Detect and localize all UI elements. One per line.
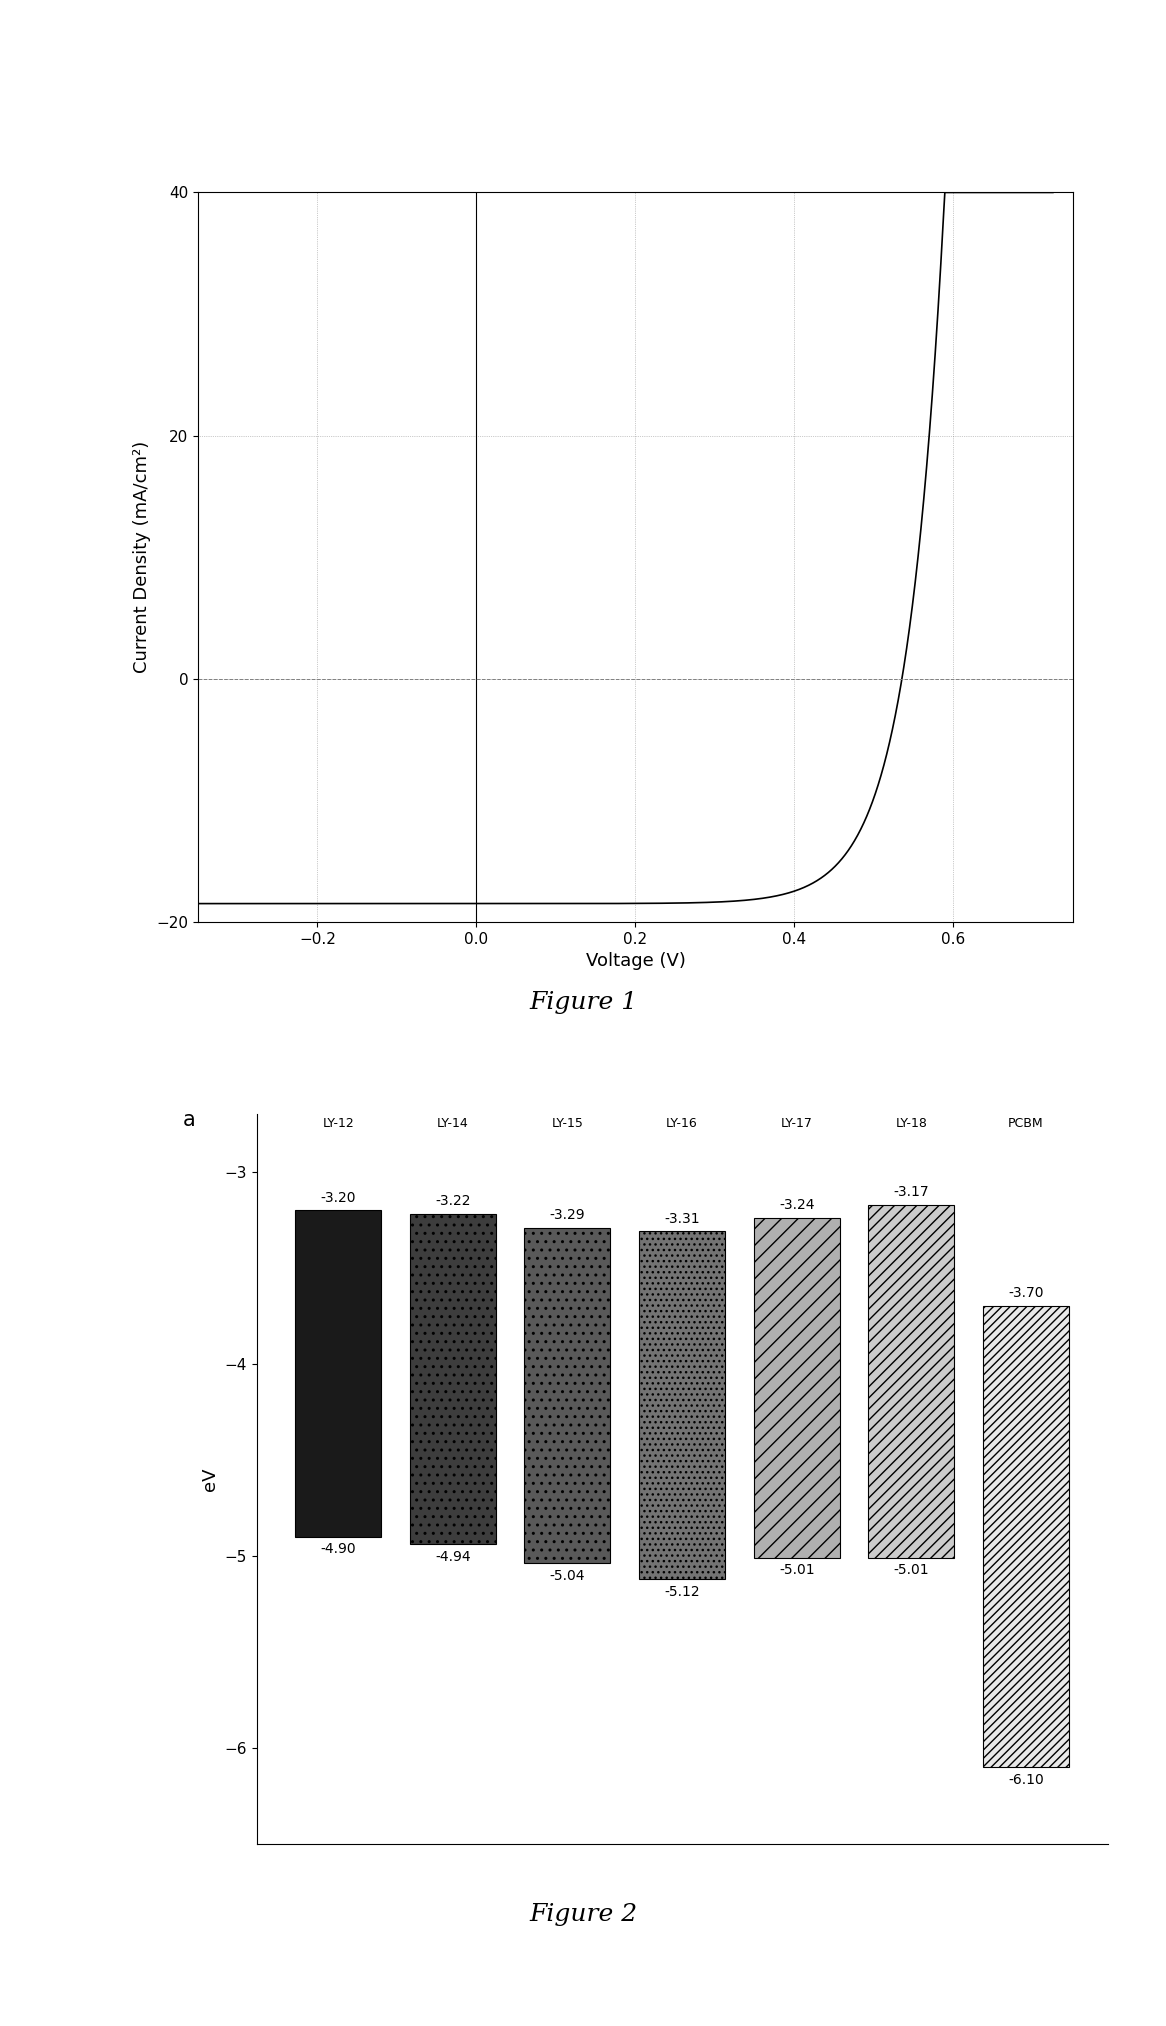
X-axis label: Voltage (V): Voltage (V) xyxy=(585,952,686,970)
Text: LY-18: LY-18 xyxy=(895,1116,927,1131)
Text: -3.20: -3.20 xyxy=(321,1191,356,1205)
Y-axis label: eV: eV xyxy=(201,1467,219,1491)
Bar xyxy=(753,1218,840,1558)
Text: -3.31: -3.31 xyxy=(665,1212,700,1226)
Text: -3.24: -3.24 xyxy=(779,1197,815,1212)
Text: LY-17: LY-17 xyxy=(781,1116,813,1131)
Text: Figure 1: Figure 1 xyxy=(529,991,637,1015)
Bar xyxy=(409,1214,496,1544)
Y-axis label: Current Density (mA/cm²): Current Density (mA/cm²) xyxy=(133,442,150,673)
Bar xyxy=(295,1210,381,1536)
Text: -4.94: -4.94 xyxy=(435,1550,471,1564)
Text: -3.29: -3.29 xyxy=(549,1207,585,1222)
Text: a: a xyxy=(183,1110,196,1131)
Text: -5.01: -5.01 xyxy=(779,1564,815,1578)
Text: Figure 2: Figure 2 xyxy=(529,1902,637,1927)
Text: LY-16: LY-16 xyxy=(666,1116,698,1131)
Text: LY-14: LY-14 xyxy=(437,1116,469,1131)
Bar xyxy=(869,1205,955,1558)
Text: -6.10: -6.10 xyxy=(1009,1773,1044,1787)
Text: -3.22: -3.22 xyxy=(435,1195,471,1207)
Text: -5.04: -5.04 xyxy=(549,1570,585,1582)
Text: PCBM: PCBM xyxy=(1009,1116,1044,1131)
Bar xyxy=(983,1307,1069,1767)
Bar xyxy=(525,1228,611,1564)
Bar xyxy=(639,1232,725,1578)
Text: -5.12: -5.12 xyxy=(665,1584,700,1599)
Text: LY-12: LY-12 xyxy=(322,1116,354,1131)
Text: -4.90: -4.90 xyxy=(321,1542,356,1556)
Text: -3.17: -3.17 xyxy=(893,1185,929,1199)
Text: -5.01: -5.01 xyxy=(893,1564,929,1578)
Text: LY-15: LY-15 xyxy=(552,1116,583,1131)
Text: -3.70: -3.70 xyxy=(1009,1287,1044,1301)
